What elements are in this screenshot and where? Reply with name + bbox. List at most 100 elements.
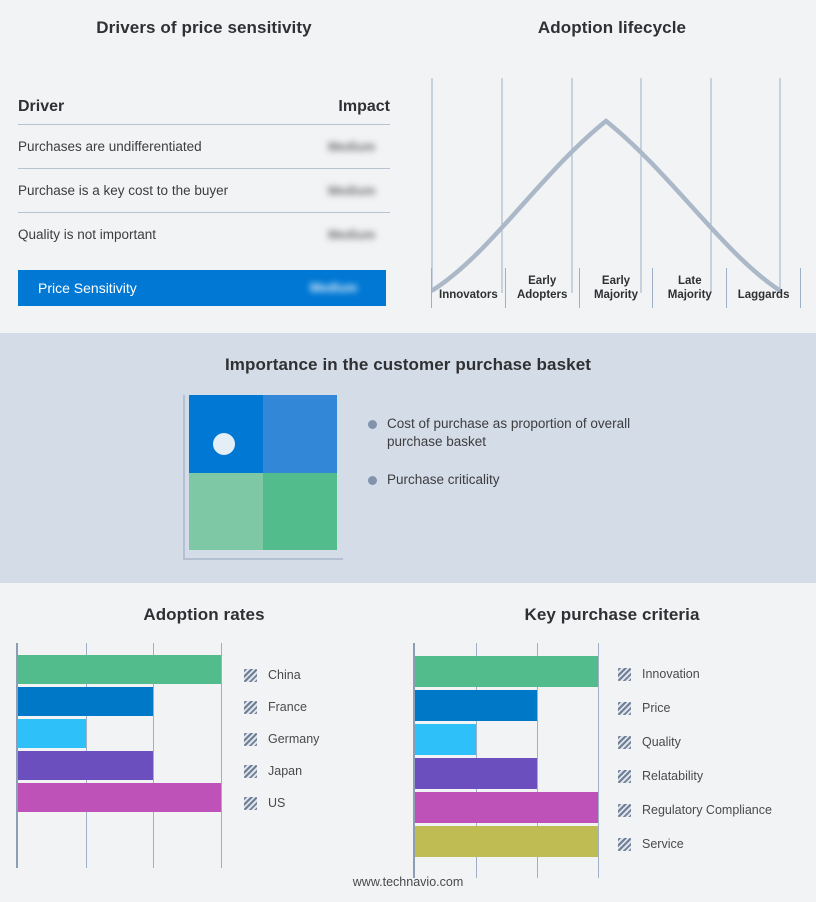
position-marker-icon — [213, 433, 235, 455]
legend-swatch-icon — [618, 837, 631, 851]
legend-item: Regulatory Compliance — [618, 793, 772, 827]
legend-swatch-icon — [244, 796, 257, 810]
bar-quality — [415, 724, 476, 755]
lifecycle-stage-early-adopters: Early Adopters — [506, 268, 580, 308]
criteria-chart-legend: Innovation Price Quality Relatability Regula… — [618, 657, 772, 861]
adoption-plot-area — [16, 643, 222, 868]
stage-line-1: Early — [601, 275, 631, 287]
lifecycle-panel-title: Adoption lifecycle — [537, 18, 687, 37]
legend-label: Purchase criticality — [387, 472, 500, 487]
lifecycle-stage-early-majority: Early Majority — [580, 268, 654, 308]
lifecycle-bell-curve — [431, 118, 782, 293]
legend-label: Regulatory Compliance — [642, 803, 772, 817]
lifecycle-curve-plot — [431, 78, 801, 293]
drivers-panel-title: Drivers of price sensitivity — [96, 18, 312, 37]
lifecycle-curve-svg — [431, 78, 782, 293]
basket-legend: Cost of purchase as proportion of overal… — [368, 415, 668, 509]
basket-panel-title: Importance in the customer purchase bask… — [224, 355, 592, 374]
quadrant-axes — [183, 395, 343, 560]
legend-swatch-icon — [618, 769, 631, 783]
legend-label: Quality — [642, 735, 681, 749]
key-purchase-criteria-chart: Innovation Price Quality Relatability Regula… — [413, 643, 813, 883]
adoption-rates-chart: China France Germany Japan US — [16, 643, 396, 873]
gridline — [537, 643, 538, 878]
table-row: Quality is not important Medium — [18, 213, 390, 256]
bullet-icon — [368, 420, 377, 429]
legend-item: US — [244, 787, 319, 819]
quadrant-bottom-right — [263, 472, 337, 550]
legend-label: Japan — [268, 764, 303, 778]
legend-label: China — [268, 668, 301, 682]
summary-impact-value: Medium — [310, 281, 358, 295]
legend-label: Relatability — [642, 769, 704, 783]
stage-line-2: Majority — [593, 288, 639, 301]
table-row: Purchases are undifferentiated Medium — [18, 125, 390, 169]
legend-label: Cost of purchase as proportion of overal… — [387, 416, 631, 449]
driver-name: Quality is not important — [18, 227, 157, 242]
column-header-driver: Driver — [18, 98, 65, 115]
quadrant-matrix — [183, 395, 343, 560]
criteria-panel-title: Key purchase criteria — [524, 605, 700, 624]
bar-service — [415, 826, 598, 857]
bullet-icon — [368, 476, 377, 485]
legend-swatch-icon — [244, 732, 257, 746]
bar-france — [18, 687, 154, 716]
impact-value: Medium — [328, 183, 376, 198]
drivers-table: Driver Impact Purchases are undifferenti… — [18, 90, 390, 256]
gridline — [221, 643, 222, 868]
stage-line-2: Innovators — [439, 288, 498, 301]
quadrant-top-right — [263, 395, 337, 473]
legend-swatch-icon — [244, 764, 257, 778]
legend-label: France — [268, 700, 307, 714]
column-header-impact: Impact — [338, 98, 390, 115]
legend-swatch-icon — [618, 803, 631, 817]
bar-germany — [18, 719, 86, 748]
driver-name: Purchases are undifferentiated — [18, 139, 202, 154]
stage-line-2: Majority — [667, 288, 712, 301]
quadrant-bottom-left — [189, 472, 263, 550]
basket-band-background — [0, 333, 816, 583]
footer-url: www.technavio.com — [352, 875, 464, 889]
impact-value: Medium — [328, 227, 376, 242]
legend-item: Purchase criticality — [368, 471, 668, 489]
gridline — [153, 643, 155, 868]
lifecycle-gridlines — [431, 78, 781, 293]
legend-swatch-icon — [244, 668, 257, 682]
lifecycle-stage-laggards: Laggards — [727, 268, 801, 308]
purchase-basket-panel: Importance in the customer purchase bask… — [0, 333, 816, 583]
bar-us — [18, 783, 221, 812]
bar-relatability — [415, 758, 537, 789]
table-row: Purchase is a key cost to the buyer Medi… — [18, 169, 390, 213]
adoption-panel-title: Adoption rates — [143, 605, 265, 624]
legend-item: China — [244, 659, 319, 691]
drivers-panel: Drivers of price sensitivity Driver Impa… — [0, 0, 408, 333]
stage-line-2: Laggards — [737, 288, 790, 301]
legend-swatch-icon — [244, 700, 257, 714]
lifecycle-stage-innovators: Innovators — [431, 268, 506, 308]
bar-regulatory-compliance — [415, 792, 598, 823]
adoption-rates-panel: Adoption rates China France Germany Japan US — [0, 583, 408, 902]
adoption-lifecycle-panel: Adoption lifecycle Innovators — [408, 0, 816, 333]
legend-item: France — [244, 691, 319, 723]
driver-name: Purchase is a key cost to the buyer — [18, 183, 229, 198]
stage-line-1: Late — [677, 275, 702, 287]
legend-label: US — [268, 796, 286, 810]
bar-price — [415, 690, 537, 721]
legend-swatch-icon — [618, 701, 631, 715]
legend-item: Germany — [244, 723, 319, 755]
legend-swatch-icon — [618, 735, 631, 749]
legend-item: Quality — [618, 725, 772, 759]
lifecycle-stage-labels: Innovators Early Adopters Early Majority… — [431, 268, 801, 308]
bar-innovation — [415, 656, 598, 687]
legend-item: Relatability — [618, 759, 772, 793]
stage-line-1: Early — [528, 275, 557, 287]
legend-item: Japan — [244, 755, 319, 787]
legend-item: Cost of purchase as proportion of overal… — [368, 415, 668, 451]
price-sensitivity-summary-row: Price Sensitivity Medium — [18, 270, 386, 306]
impact-value: Medium — [328, 139, 376, 154]
key-purchase-criteria-panel: Key purchase criteria Innovation Price Qua… — [408, 583, 816, 902]
criteria-plot-area — [413, 643, 599, 878]
legend-item: Innovation — [618, 657, 772, 691]
legend-label: Service — [642, 837, 684, 851]
